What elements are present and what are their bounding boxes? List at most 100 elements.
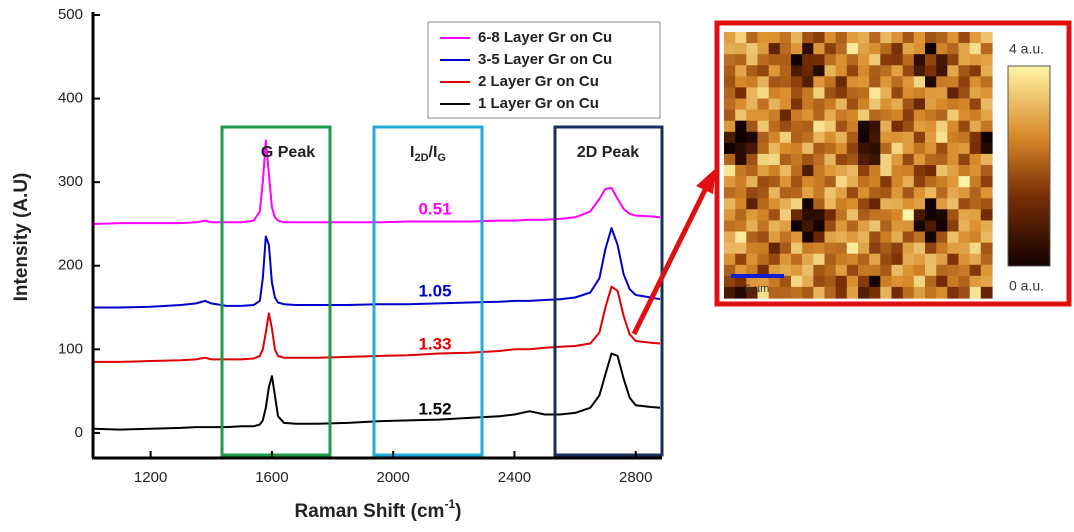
heat-cell: [791, 43, 803, 55]
heat-cell: [724, 254, 736, 266]
heat-cell: [925, 254, 937, 266]
heat-cell: [981, 76, 993, 88]
heat-cell: [869, 198, 881, 210]
heat-cell: [758, 243, 770, 255]
heat-cell: [914, 187, 926, 199]
heat-cell: [791, 254, 803, 266]
heat-cell: [847, 276, 859, 288]
heat-cell: [780, 154, 792, 166]
heat-cell: [836, 198, 848, 210]
heat-cell: [813, 87, 825, 99]
heat-cell: [825, 232, 837, 244]
heat-cell: [869, 132, 881, 144]
heat-cell: [836, 209, 848, 221]
heat-cell: [735, 87, 747, 99]
heat-cell: [914, 87, 926, 99]
heat-cell: [780, 176, 792, 188]
heat-cell: [981, 143, 993, 155]
x-tick-label: 2000: [376, 469, 409, 486]
heat-cell: [970, 243, 982, 255]
heat-cell: [880, 198, 892, 210]
heat-cell: [892, 165, 904, 177]
heat-cell: [914, 99, 926, 111]
heat-cell: [847, 176, 859, 188]
heat-cell: [925, 198, 937, 210]
heat-cell: [981, 243, 993, 255]
heat-cell: [880, 254, 892, 266]
x-tick-label: 2800: [619, 469, 652, 486]
scale-bar-label: 6 µm: [745, 283, 770, 295]
heat-cell: [947, 65, 959, 77]
heat-cell: [981, 32, 993, 44]
heat-cell: [869, 143, 881, 155]
heat-cell: [936, 121, 948, 133]
heat-cell: [758, 187, 770, 199]
heat-cell: [858, 176, 870, 188]
heat-cell: [769, 99, 781, 111]
heat-cell: [947, 198, 959, 210]
heat-cell: [959, 165, 971, 177]
heat-cell: [791, 132, 803, 144]
heat-cell: [802, 76, 814, 88]
x-axis-label: Raman Shift (cm-1): [295, 497, 462, 522]
heat-cell: [981, 121, 993, 133]
heat-cell: [802, 254, 814, 266]
heat-cell: [802, 276, 814, 288]
heat-cell: [903, 165, 915, 177]
heat-cell: [813, 76, 825, 88]
heat-cell: [847, 76, 859, 88]
heat-cell: [735, 32, 747, 44]
heat-cell: [813, 154, 825, 166]
heat-cell: [981, 209, 993, 221]
heat-cell: [914, 32, 926, 44]
heat-cell: [802, 165, 814, 177]
heat-cell: [780, 99, 792, 111]
colorbar-max: 4 a.u.: [1009, 41, 1044, 57]
heat-cell: [892, 65, 904, 77]
spectrum-line: [93, 228, 660, 307]
heat-cell: [936, 76, 948, 88]
heat-cell: [724, 54, 736, 66]
heat-cell: [869, 43, 881, 55]
heat-cell: [914, 54, 926, 66]
heat-cell: [746, 209, 758, 221]
heat-cell: [724, 187, 736, 199]
heat-cell: [936, 232, 948, 244]
heat-cell: [970, 121, 982, 133]
heat-cell: [780, 243, 792, 255]
heat-cell: [825, 154, 837, 166]
heat-cell: [880, 99, 892, 111]
heat-cell: [746, 154, 758, 166]
heat-cell: [802, 43, 814, 55]
heat-cell: [869, 165, 881, 177]
heat-cell: [791, 143, 803, 155]
heat-cell: [802, 99, 814, 111]
legend-label: 3-5 Layer Gr on Cu: [478, 51, 612, 68]
heat-cell: [858, 99, 870, 111]
heat-cell: [780, 287, 792, 299]
heat-cell: [746, 121, 758, 133]
heat-cell: [981, 43, 993, 55]
heat-cell: [780, 87, 792, 99]
heat-cell: [903, 87, 915, 99]
heat-cell: [936, 54, 948, 66]
heat-cell: [880, 209, 892, 221]
heat-cell: [836, 265, 848, 277]
heat-cell: [746, 232, 758, 244]
heat-cell: [847, 165, 859, 177]
heat-cell: [813, 254, 825, 266]
heat-cell: [758, 132, 770, 144]
heat-cell: [780, 65, 792, 77]
heat-cell: [724, 220, 736, 232]
heat-cell: [724, 32, 736, 44]
heat-cell: [981, 276, 993, 288]
x-label-sup: -1: [444, 497, 455, 511]
heat-cell: [758, 254, 770, 266]
heat-cell: [791, 87, 803, 99]
heat-cell: [947, 154, 959, 166]
heat-cell: [892, 209, 904, 221]
heat-cell: [858, 132, 870, 144]
heat-cell: [914, 232, 926, 244]
ratio-i2: /I: [429, 144, 438, 161]
heat-cell: [724, 87, 736, 99]
